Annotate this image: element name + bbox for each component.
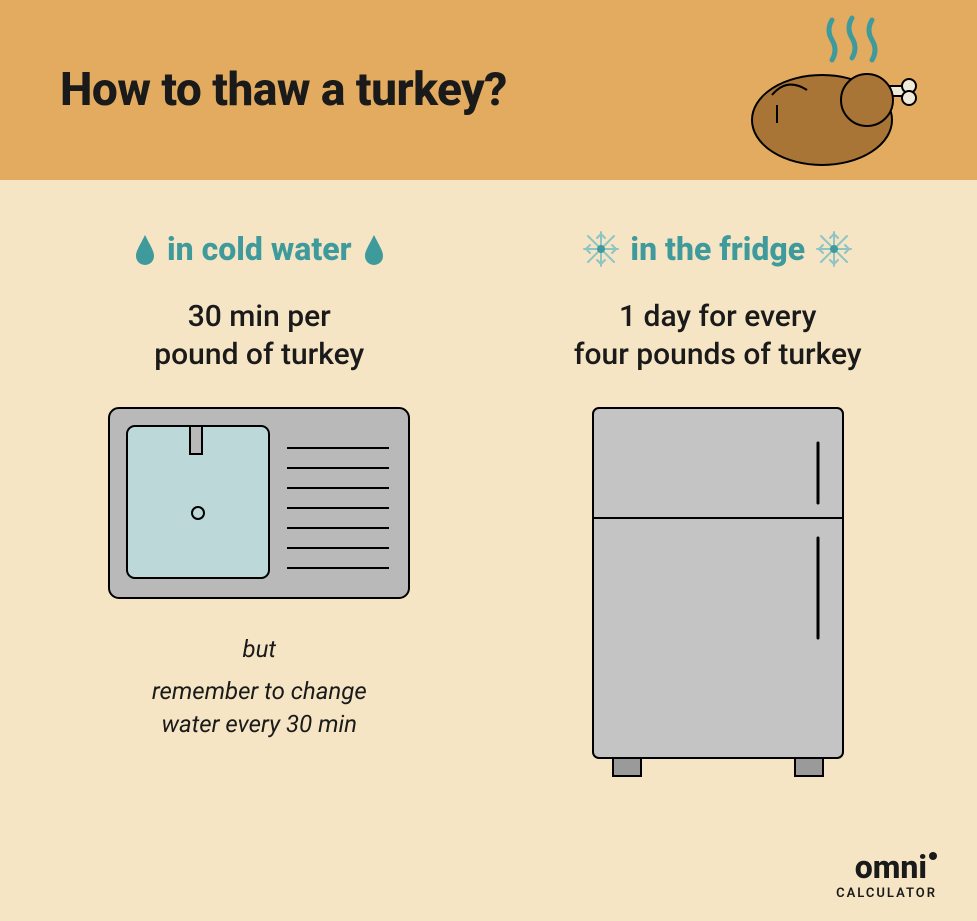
sink-illustration <box>104 403 414 603</box>
note-but: but <box>152 633 367 665</box>
water-drop-icon <box>362 233 386 265</box>
method-heading-text: in the fridge <box>630 230 805 268</box>
method-rule-fridge: 1 day for every four pounds of turkey <box>574 298 862 373</box>
method-cold-water: in cold water 30 min per pound of turkey <box>40 230 479 783</box>
brand-name: omni <box>855 848 927 886</box>
method-fridge: in the fridge 1 day for every four pound… <box>499 230 938 783</box>
brand-sub: CALCULATOR <box>836 886 937 901</box>
content: in cold water 30 min per pound of turkey <box>0 180 977 783</box>
method-heading-text: in cold water <box>167 230 352 268</box>
brand-dot-icon <box>929 852 937 860</box>
snowflake-icon <box>582 230 620 268</box>
note-text: remember to change water every 30 min <box>152 677 367 737</box>
method-note: but remember to change water every 30 mi… <box>152 633 367 740</box>
page-title: How to thaw a turkey? <box>60 63 507 117</box>
water-drop-icon <box>133 233 157 265</box>
method-rule-cold-water: 30 min per pound of turkey <box>154 298 364 373</box>
turkey-illustration <box>737 10 917 170</box>
method-heading-cold-water: in cold water <box>133 230 386 268</box>
brand-logo: omni <box>836 848 937 886</box>
fridge-illustration <box>583 403 853 783</box>
method-heading-fridge: in the fridge <box>582 230 853 268</box>
snowflake-icon <box>815 230 853 268</box>
header: How to thaw a turkey? <box>0 0 977 180</box>
brand-footer: omni CALCULATOR <box>836 848 937 901</box>
